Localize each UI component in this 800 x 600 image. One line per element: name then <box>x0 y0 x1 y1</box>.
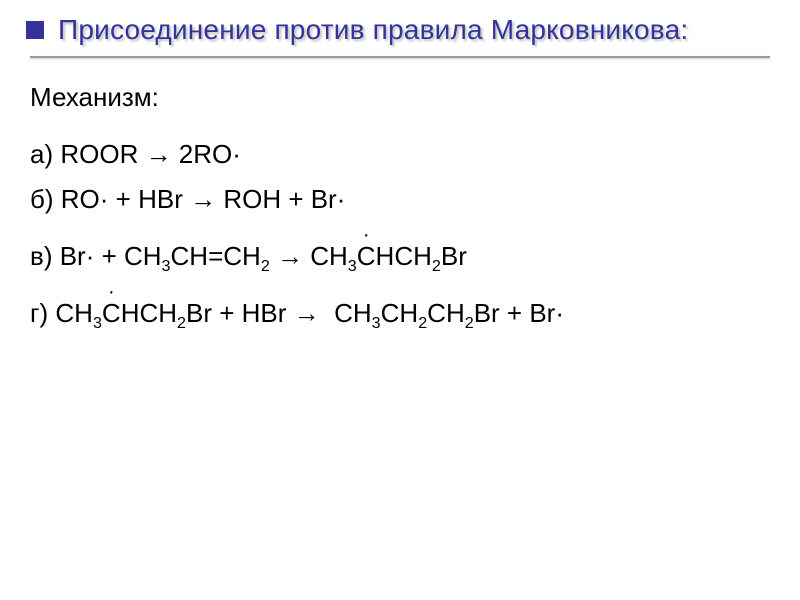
b-lhs: RO· + HBr <box>61 184 183 214</box>
v-rhs-part2: HCH <box>376 241 432 271</box>
g-lhs-part2: HCH <box>121 298 177 328</box>
arrow: → <box>183 184 223 214</box>
sub-2: 2 <box>177 315 186 333</box>
subheading: Механизм: <box>30 80 770 115</box>
b-rhs: ROH + Br· <box>223 184 345 214</box>
v-lhs-part1: Br· + CH <box>60 241 162 271</box>
sub-3: 3 <box>93 315 102 333</box>
label-b: б) <box>30 184 61 214</box>
slide: Присоединение против правила Марковников… <box>0 0 800 600</box>
mechanism-line-g: г) CH3CHCH2Br + HBr → CH3CH2CH2Br + Br· <box>30 296 770 331</box>
sub-3: 3 <box>372 315 381 333</box>
mechanism-line-a: а) ROOR → 2RO· <box>30 137 770 172</box>
g-rhs-part1: CH <box>334 298 372 328</box>
g-rhs-part3: CH <box>427 298 465 328</box>
title-bullet-icon <box>26 21 44 39</box>
slide-title: Присоединение против правила Марковников… <box>58 14 688 46</box>
sub-3: 3 <box>162 257 171 275</box>
a-rhs: 2RO· <box>179 139 241 169</box>
arrow: → <box>270 241 310 271</box>
title-bar: Присоединение против правила Марковников… <box>0 0 800 56</box>
sub-2: 2 <box>465 315 474 333</box>
g-rhs-part2: CH <box>381 298 419 328</box>
sub-3: 3 <box>348 257 357 275</box>
g-lhs-part3: Br + HBr <box>186 298 294 328</box>
sub-2: 2 <box>261 257 270 275</box>
g-lhs-radical-C: C <box>102 296 121 331</box>
sub-2: 2 <box>432 257 441 275</box>
arrow: → <box>294 298 327 328</box>
g-lhs-part1: CH <box>55 298 93 328</box>
label-g: г) <box>30 298 55 328</box>
label-a: а) <box>30 139 60 169</box>
v-rhs-part3: Br <box>441 241 467 271</box>
v-rhs-radical-C: C <box>357 239 376 274</box>
v-rhs-part1: CH <box>310 241 348 271</box>
sub-2: 2 <box>418 315 427 333</box>
mechanism-line-v: в) Br· + CH3CH=CH2 → CH3CHCH2Br <box>30 239 770 274</box>
content-area: Механизм: а) ROOR → 2RO· б) RO· + HBr → … <box>0 58 800 331</box>
label-v: в) <box>30 241 60 271</box>
mechanism-line-b: б) RO· + HBr → ROH + Br· <box>30 182 770 217</box>
arrow: → <box>138 139 178 169</box>
g-rhs-part4: Br + Br· <box>474 298 564 328</box>
v-lhs-part2: CH=CH <box>171 241 261 271</box>
a-lhs: ROOR <box>60 139 138 169</box>
